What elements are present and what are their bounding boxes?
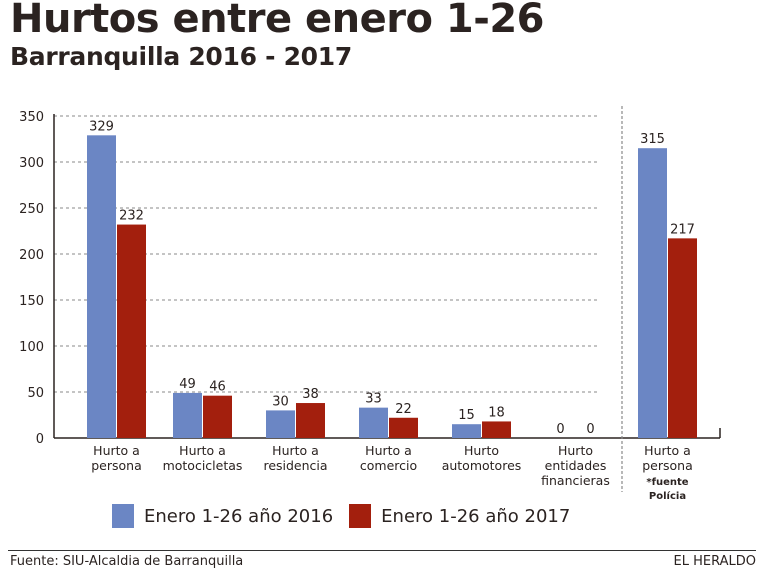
footer-divider (8, 550, 756, 551)
category-label: Hurto a (365, 443, 412, 458)
bar-2016 (173, 392, 202, 438)
bar-2017 (296, 403, 325, 438)
category-note: *fuente (646, 477, 688, 488)
bar-2016 (266, 410, 295, 438)
bar-2016 (359, 407, 388, 438)
bar-value-label: 22 (395, 402, 412, 417)
y-tick-label: 300 (19, 156, 44, 171)
bar-value-label: 329 (89, 119, 114, 134)
bar-value-label: 18 (488, 405, 505, 420)
bar-2017 (668, 238, 697, 438)
category-label: entidades (545, 458, 607, 473)
bar-2016 (638, 148, 667, 438)
y-tick-label: 350 (19, 110, 44, 125)
y-tick-label: 100 (19, 340, 44, 355)
bar-value-label: 49 (179, 377, 196, 392)
category-label: Hurto a (179, 443, 226, 458)
bar-2017 (389, 417, 418, 438)
chart-title: Hurtos entre enero 1-26 (10, 0, 545, 42)
category-label: financieras (541, 473, 610, 488)
bar-value-label: 15 (458, 408, 475, 423)
brand-label: EL HERALDO (673, 554, 756, 569)
category-label: Hurto a (644, 443, 691, 458)
category-label: Hurto (558, 443, 593, 458)
bar-2016 (452, 424, 481, 438)
y-tick-label: 250 (19, 202, 44, 217)
category-label: Hurto (464, 443, 499, 458)
legend-label-2017: Enero 1-26 año 2017 (381, 505, 571, 527)
bar-2016 (87, 135, 116, 438)
legend-item-2016: Enero 1-26 año 2016 (112, 504, 333, 528)
bar-2017 (117, 224, 146, 438)
bar-value-label: 0 (586, 422, 594, 437)
bar-value-label: 217 (670, 222, 695, 237)
chart-subtitle: Barranquilla 2016 - 2017 (10, 42, 352, 71)
legend-swatch-2016 (112, 504, 134, 528)
legend: Enero 1-26 año 2016 Enero 1-26 año 2017 (112, 504, 586, 528)
bar-value-label: 315 (640, 132, 665, 147)
y-tick-label: 200 (19, 248, 44, 263)
legend-label-2016: Enero 1-26 año 2016 (144, 505, 334, 527)
category-label: comercio (360, 458, 417, 473)
category-label: automotores (442, 458, 522, 473)
category-label: persona (642, 458, 693, 473)
category-label: persona (91, 458, 142, 473)
bar-2017 (203, 395, 232, 438)
y-tick-label: 50 (27, 386, 44, 401)
y-tick-label: 150 (19, 294, 44, 309)
category-label: motocicletas (163, 458, 243, 473)
bar-value-label: 38 (302, 387, 319, 402)
bar-2017 (482, 421, 511, 438)
bar-value-label: 30 (272, 394, 289, 409)
category-label: residencia (263, 458, 327, 473)
category-note: Polícia (649, 490, 686, 500)
y-tick-label: 0 (36, 432, 44, 447)
legend-item-2017: Enero 1-26 año 2017 (349, 504, 570, 528)
bar-value-label: 0 (556, 422, 564, 437)
category-label: Hurto a (93, 443, 140, 458)
category-label: Hurto a (272, 443, 319, 458)
bar-value-label: 46 (209, 380, 226, 395)
bar-value-label: 33 (365, 392, 382, 407)
bar-value-label: 232 (119, 209, 144, 224)
source-note: Fuente: SIU-Alcaldia de Barranquilla (10, 554, 244, 569)
legend-swatch-2017 (349, 504, 372, 528)
